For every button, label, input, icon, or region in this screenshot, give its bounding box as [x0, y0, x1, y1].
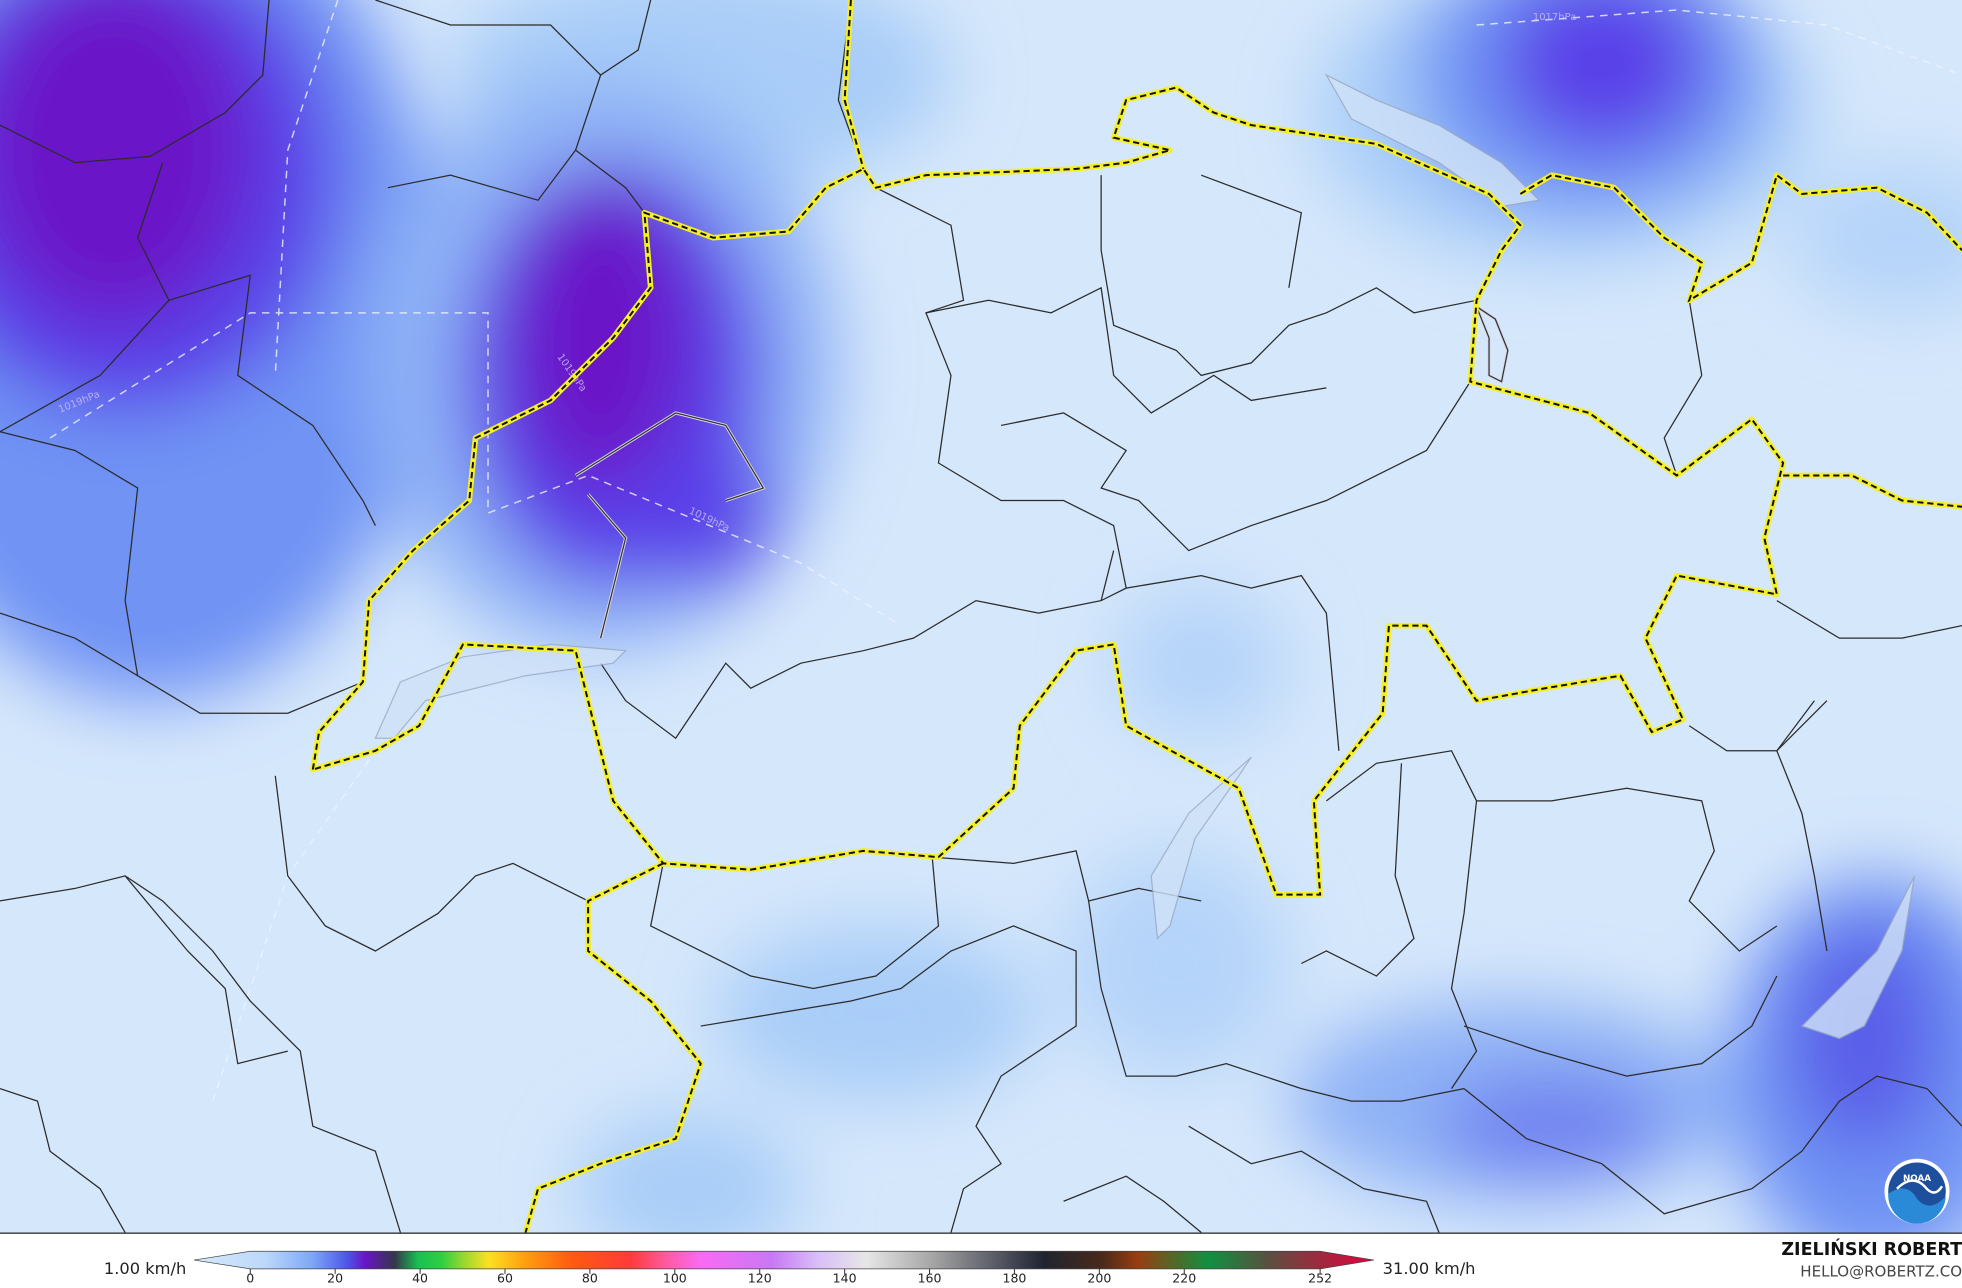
author-name: ZIELIŃSKI ROBERT — [1781, 1240, 1962, 1261]
colorbar-tick-label: 80 — [581, 1272, 598, 1287]
isobar-label: 1017hPa — [1533, 12, 1576, 23]
colorbar-tick-label: 100 — [662, 1272, 687, 1287]
author-email[interactable]: HELLO@ROBERTZ.CO — [1800, 1262, 1962, 1281]
noaa-logo: NOAA — [1884, 1158, 1950, 1224]
legend-min-label: 1.00 km/h — [103, 1260, 187, 1279]
colorbar-tick-label: 60 — [497, 1272, 513, 1287]
legend-max-label: 31.00 km/h — [1382, 1260, 1476, 1279]
colorbar-gradient — [193, 1250, 1374, 1270]
wind-speed-field — [0, 0, 1962, 1233]
colorbar-tick-label: 160 — [917, 1272, 942, 1287]
colorbar — [193, 1250, 1374, 1274]
colorbar-tick-label: 180 — [1002, 1272, 1027, 1287]
colorbar-tick-label: 40 — [412, 1272, 429, 1287]
wind-speed-map[interactable]: 1019hPa 1019hPa 1019hPa 1017hPa — [0, 0, 1962, 1233]
colorbar-tick-label: 252 — [1308, 1272, 1333, 1287]
colorbar-tick-label: 220 — [1172, 1272, 1197, 1287]
country-border — [311, 0, 1962, 1233]
color-legend: 1.00 km/h — [0, 1232, 1962, 1288]
colorbar-tick-label: 0 — [246, 1272, 255, 1287]
lakes — [374, 73, 1916, 1040]
colorbar-tick-label: 140 — [832, 1272, 857, 1287]
colorbar-tick-label: 120 — [747, 1272, 772, 1287]
colorbar-tick-label: 20 — [327, 1272, 344, 1287]
inner-regional-borders-dark — [575, 304, 1509, 639]
svg-text:NOAA: NOAA — [1903, 1174, 1931, 1184]
regional-borders — [0, 0, 1962, 1233]
colorbar-tick-label: 200 — [1087, 1272, 1112, 1287]
